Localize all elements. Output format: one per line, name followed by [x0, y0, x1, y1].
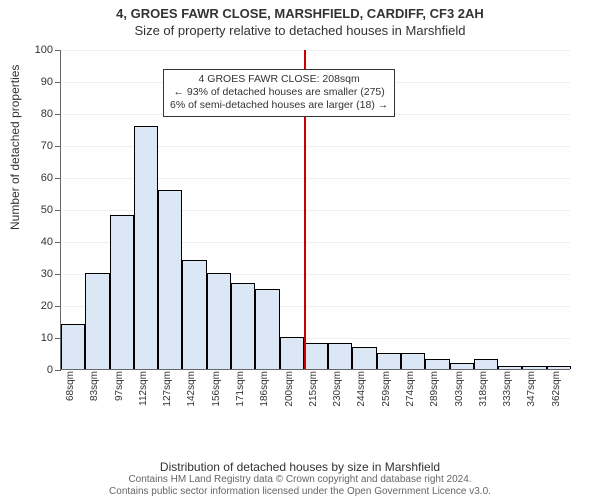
y-tick-label: 0 [47, 364, 53, 376]
footer-line-1: Contains HM Land Registry data © Crown c… [0, 474, 600, 486]
y-tick-label: 50 [41, 204, 53, 216]
y-tick [55, 370, 61, 371]
chart-footer: Contains HM Land Registry data © Crown c… [0, 474, 600, 498]
chart-title-address: 4, GROES FAWR CLOSE, MARSHFIELD, CARDIFF… [0, 0, 600, 21]
x-tick-label: 186sqm [259, 371, 270, 407]
y-tick [55, 50, 61, 51]
y-tick [55, 114, 61, 115]
annotation-line-3: 6% of semi-detached houses are larger (1… [170, 99, 388, 112]
y-tick [55, 178, 61, 179]
histogram-bar [134, 126, 158, 369]
x-tick-label: 83sqm [89, 371, 100, 401]
plot-area: 010203040506070809010068sqm83sqm97sqm112… [60, 50, 570, 410]
x-tick-label: 303sqm [454, 371, 465, 407]
y-tick [55, 82, 61, 83]
chart-area: 010203040506070809010068sqm83sqm97sqm112… [60, 50, 570, 370]
histogram-bar [158, 190, 182, 369]
property-annotation: 4 GROES FAWR CLOSE: 208sqm← 93% of detac… [163, 69, 395, 116]
y-tick-label: 80 [41, 108, 53, 120]
histogram-bar [450, 363, 474, 369]
y-tick-label: 60 [41, 172, 53, 184]
y-tick-label: 30 [41, 268, 53, 280]
y-tick-label: 40 [41, 236, 53, 248]
histogram-bar [85, 273, 109, 369]
y-tick [55, 274, 61, 275]
grid-line [61, 50, 570, 51]
histogram-bar [352, 347, 376, 369]
histogram-bar [231, 283, 255, 369]
x-tick-label: 259sqm [381, 371, 392, 407]
histogram-bar [498, 366, 522, 369]
x-tick-label: 362sqm [551, 371, 562, 407]
x-tick-label: 156sqm [211, 371, 222, 407]
y-tick-label: 10 [41, 332, 53, 344]
histogram-bar [425, 359, 449, 369]
histogram-bar [255, 289, 279, 369]
x-tick-label: 333sqm [502, 371, 513, 407]
x-tick-label: 318sqm [478, 371, 489, 407]
y-tick [55, 306, 61, 307]
histogram-bar [110, 215, 134, 369]
x-tick-label: 97sqm [114, 371, 125, 401]
x-tick-label: 347sqm [526, 371, 537, 407]
x-tick-label: 200sqm [284, 371, 295, 407]
histogram-bar [328, 343, 352, 369]
x-tick-label: 171sqm [235, 371, 246, 407]
histogram-bar [522, 366, 546, 369]
x-axis-label: Distribution of detached houses by size … [0, 460, 600, 474]
y-tick [55, 210, 61, 211]
histogram-bar [280, 337, 304, 369]
y-axis-label: Number of detached properties [8, 65, 22, 230]
x-tick-label: 274sqm [405, 371, 416, 407]
histogram-bar [474, 359, 498, 369]
x-tick-label: 230sqm [332, 371, 343, 407]
chart-title-subtitle: Size of property relative to detached ho… [0, 21, 600, 42]
y-tick-label: 90 [41, 76, 53, 88]
x-tick-label: 112sqm [138, 371, 149, 406]
y-tick [55, 242, 61, 243]
y-tick [55, 146, 61, 147]
y-tick-label: 70 [41, 140, 53, 152]
x-tick-label: 127sqm [162, 371, 173, 407]
histogram-bar [304, 343, 328, 369]
x-tick-label: 142sqm [186, 371, 197, 407]
y-tick-label: 100 [35, 44, 53, 56]
histogram-bar [377, 353, 401, 369]
histogram-bar [182, 260, 206, 369]
footer-line-2: Contains public sector information licen… [0, 486, 600, 498]
property-size-chart: 4, GROES FAWR CLOSE, MARSHFIELD, CARDIFF… [0, 0, 600, 500]
annotation-line-2: ← 93% of detached houses are smaller (27… [170, 86, 388, 99]
x-tick-label: 215sqm [308, 371, 319, 407]
annotation-line-1: 4 GROES FAWR CLOSE: 208sqm [170, 73, 388, 86]
x-tick-label: 289sqm [429, 371, 440, 407]
histogram-bar [61, 324, 85, 369]
y-tick-label: 20 [41, 300, 53, 312]
x-tick-label: 244sqm [356, 371, 367, 407]
histogram-bar [547, 366, 571, 369]
histogram-bar [207, 273, 231, 369]
x-tick-label: 68sqm [65, 371, 76, 401]
histogram-bar [401, 353, 425, 369]
